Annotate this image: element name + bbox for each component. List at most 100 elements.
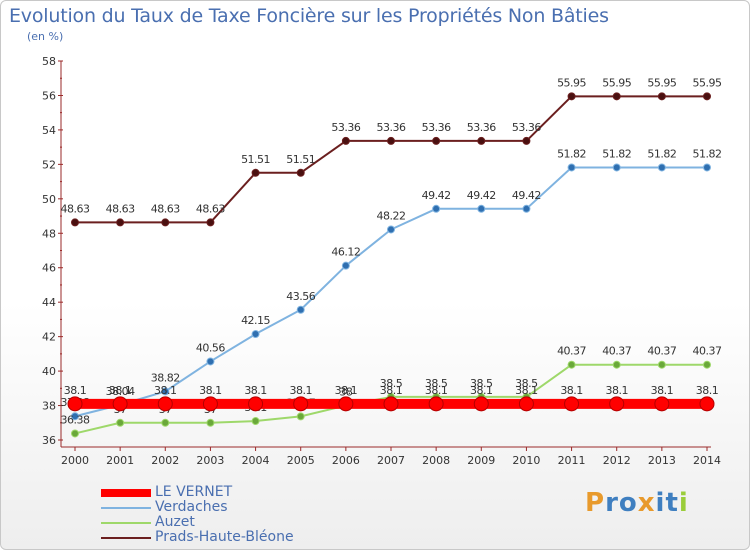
data-point xyxy=(161,387,170,396)
data-point xyxy=(522,136,531,145)
legend-swatch-verdaches xyxy=(101,507,151,509)
data-label: 38.5 xyxy=(470,377,493,390)
data-label: 43.56 xyxy=(286,290,315,303)
data-label: 38.1 xyxy=(696,384,719,397)
data-label: 51.82 xyxy=(647,147,676,160)
data-label: 53.36 xyxy=(467,121,496,134)
data-label: 49.42 xyxy=(512,189,541,202)
data-label: 38.1 xyxy=(289,384,312,397)
x-tick-label: 2011 xyxy=(558,454,586,467)
data-label: 38.1 xyxy=(64,384,87,397)
x-tick-label: 2005 xyxy=(287,454,315,467)
data-label: 51.51 xyxy=(286,153,315,166)
logo-letter: t xyxy=(665,488,679,518)
data-label: 49.42 xyxy=(467,189,496,202)
data-label: 38.1 xyxy=(515,384,538,397)
logo-letter: x xyxy=(637,488,656,518)
data-label: 36.38 xyxy=(61,413,90,426)
y-tick-label: 40 xyxy=(42,365,56,378)
legend-swatch-auzet xyxy=(101,522,151,524)
data-point xyxy=(112,396,128,412)
data-point xyxy=(116,418,125,427)
data-point xyxy=(477,204,486,213)
data-label: 40.37 xyxy=(557,345,586,358)
data-label: 53.36 xyxy=(512,121,541,134)
x-tick-label: 2002 xyxy=(151,454,179,467)
data-label: 38.5 xyxy=(380,377,403,390)
data-point xyxy=(296,168,305,177)
x-tick-label: 2013 xyxy=(648,454,676,467)
data-point xyxy=(341,261,350,270)
x-tick-label: 2004 xyxy=(242,454,270,467)
data-point xyxy=(657,163,666,172)
data-point xyxy=(612,360,621,369)
data-label: 51.82 xyxy=(693,147,722,160)
data-label: 38.1 xyxy=(560,384,583,397)
data-point xyxy=(564,396,580,412)
data-label: 48.63 xyxy=(61,202,90,215)
data-point xyxy=(703,92,711,101)
y-tick-label: 50 xyxy=(42,193,56,206)
data-point xyxy=(161,418,170,427)
data-point xyxy=(567,360,576,369)
data-point xyxy=(703,360,711,369)
logo-letter: P xyxy=(585,488,606,518)
y-tick-label: 36 xyxy=(42,434,56,447)
data-point xyxy=(657,360,666,369)
legend-swatch-le-vernet xyxy=(101,489,151,497)
data-label: 53.36 xyxy=(377,121,406,134)
x-tick-label: 2010 xyxy=(512,454,540,467)
data-label: 40.37 xyxy=(693,345,722,358)
logo-letter: o xyxy=(618,488,638,518)
x-tick-label: 2007 xyxy=(377,454,405,467)
data-point xyxy=(157,396,173,412)
data-point xyxy=(296,305,305,314)
data-label: 48.63 xyxy=(151,202,180,215)
data-label: 51.82 xyxy=(602,147,631,160)
y-tick-label: 42 xyxy=(42,331,56,344)
data-label: 38.1 xyxy=(154,384,177,397)
y-tick-label: 44 xyxy=(42,296,56,309)
data-label: 38.82 xyxy=(151,371,180,384)
data-point xyxy=(296,412,305,421)
data-point xyxy=(251,168,260,177)
data-label: 48.63 xyxy=(106,202,135,215)
data-point xyxy=(612,163,621,172)
data-label: 55.95 xyxy=(693,76,722,89)
data-point xyxy=(248,396,264,412)
data-point xyxy=(202,396,218,412)
data-point xyxy=(428,396,444,412)
data-label: 55.95 xyxy=(647,76,676,89)
data-label: 38.1 xyxy=(335,384,358,397)
data-point xyxy=(609,396,625,412)
data-point xyxy=(657,92,666,101)
data-label: 51.82 xyxy=(557,147,586,160)
data-point xyxy=(567,92,576,101)
data-label: 42.15 xyxy=(241,314,270,327)
data-point xyxy=(71,429,79,438)
data-point xyxy=(161,218,170,227)
x-tick-label: 2003 xyxy=(196,454,224,467)
data-label: 49.42 xyxy=(422,189,451,202)
data-label: 53.36 xyxy=(422,121,451,134)
data-point xyxy=(383,396,399,412)
data-label: 38.1 xyxy=(470,384,493,397)
x-tick-label: 2008 xyxy=(422,454,450,467)
x-tick-label: 2009 xyxy=(467,454,495,467)
chart-unit-label: (en %) xyxy=(27,30,64,43)
chart-title: Evolution du Taux de Taxe Foncière sur l… xyxy=(9,5,609,27)
data-point xyxy=(522,204,531,213)
data-label: 53.36 xyxy=(331,121,360,134)
logo-letter: i xyxy=(655,488,666,518)
data-label: 51.51 xyxy=(241,153,270,166)
y-tick-label: 46 xyxy=(42,262,56,275)
y-tick-label: 58 xyxy=(42,55,56,68)
data-point xyxy=(293,396,309,412)
x-tick-label: 2000 xyxy=(61,454,89,467)
data-label: 38 xyxy=(339,386,352,399)
legend-label-auzet: Auzet xyxy=(155,514,195,530)
data-point xyxy=(67,396,83,412)
legend-label-verdaches: Verdaches xyxy=(155,499,228,515)
